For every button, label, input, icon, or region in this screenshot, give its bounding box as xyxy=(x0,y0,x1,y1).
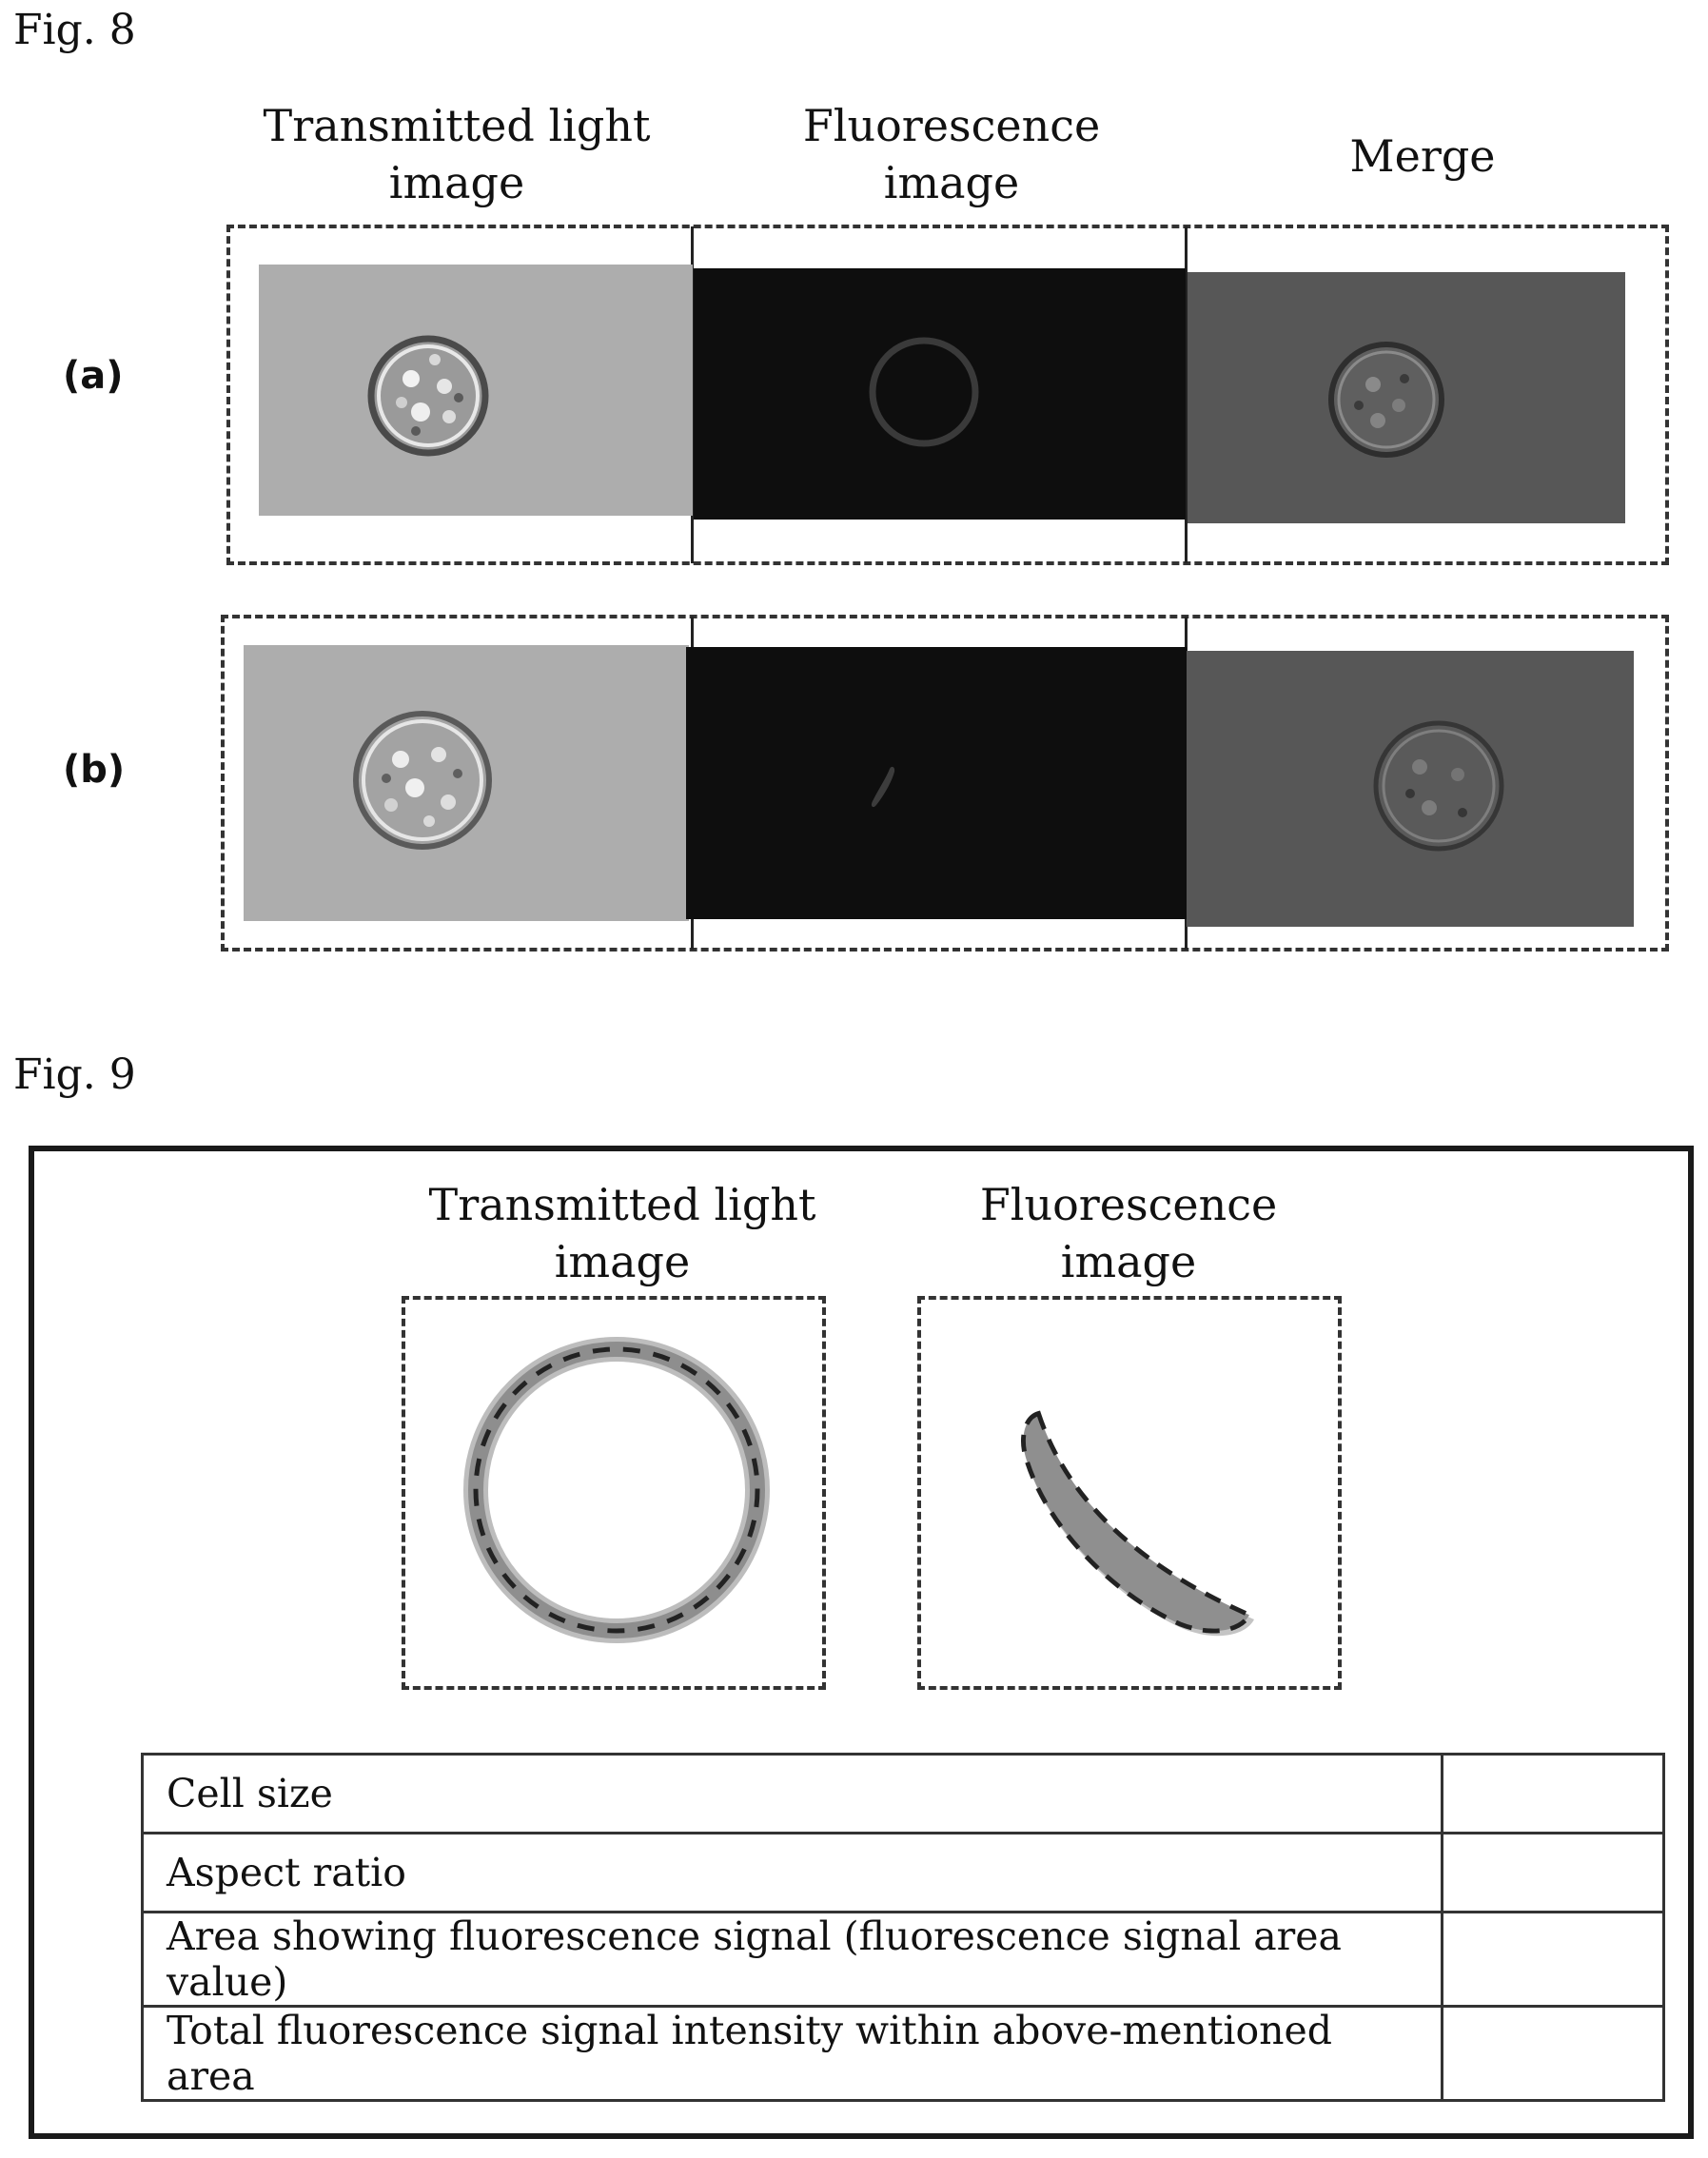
cell-outline-icon xyxy=(402,1296,826,1690)
table-row: Total fluorescence signal intensity with… xyxy=(143,2007,1664,2101)
header-line1: Transmitted light xyxy=(384,1176,860,1233)
cell-icon xyxy=(244,645,689,921)
table-cell-value xyxy=(1443,1755,1664,1834)
fig9-label: Fig. 9 xyxy=(13,1050,136,1099)
fig8-header-fluorescence: Fluorescence image xyxy=(714,97,1189,211)
fig8-label: Fig. 8 xyxy=(13,6,136,54)
fluorescence-speck-icon xyxy=(686,647,1187,919)
table-cell-label: Area showing fluorescence signal (fluore… xyxy=(143,1913,1443,2007)
table-cell-label: Total fluorescence signal intensity with… xyxy=(143,2007,1443,2101)
header-line2: image xyxy=(219,154,695,211)
header-line1: Fluorescence xyxy=(891,1176,1366,1233)
table-cell-value xyxy=(1443,1913,1664,2007)
header-line1: Fluorescence xyxy=(714,97,1189,154)
merged-cell-icon xyxy=(1187,651,1634,927)
merge-image-a xyxy=(1188,272,1625,523)
fig9-header-transmitted: Transmitted light image xyxy=(384,1176,860,1290)
fig8-header-merge: Merge xyxy=(1185,128,1660,185)
cell-icon xyxy=(259,265,693,516)
table-row: Aspect ratio xyxy=(143,1834,1664,1913)
header-line1: Transmitted light xyxy=(219,97,695,154)
table-row: Cell size xyxy=(143,1755,1664,1834)
merge-image-b xyxy=(1187,651,1634,927)
table-cell-value xyxy=(1443,2007,1664,2101)
transmitted-image-b xyxy=(244,645,689,921)
table-row: Area showing fluorescence signal (fluore… xyxy=(143,1913,1664,2007)
fig9-header-fluorescence: Fluorescence image xyxy=(891,1176,1366,1290)
table-cell-label: Aspect ratio xyxy=(143,1834,1443,1913)
table-cell-label: Cell size xyxy=(143,1755,1443,1834)
fluorescence-image-a xyxy=(694,268,1186,520)
membrane-ring-icon xyxy=(694,268,1186,520)
transmitted-schematic-panel xyxy=(402,1296,826,1690)
measurement-table: Cell size Aspect ratio Area showing fluo… xyxy=(141,1753,1665,2102)
row-label-a: (a) xyxy=(63,354,124,398)
header-line2: image xyxy=(384,1233,860,1290)
header-line2: image xyxy=(714,154,1189,211)
header-line2: image xyxy=(891,1233,1366,1290)
fluorescence-crescent-icon xyxy=(917,1296,1342,1690)
table-cell-value xyxy=(1443,1834,1664,1913)
fluorescence-schematic-panel xyxy=(917,1296,1342,1690)
merged-cell-icon xyxy=(1188,272,1625,523)
fluorescence-image-b xyxy=(686,647,1187,919)
transmitted-image-a xyxy=(259,265,693,516)
row-label-b: (b) xyxy=(63,748,125,792)
fig8-header-transmitted: Transmitted light image xyxy=(219,97,695,211)
header-line1: Merge xyxy=(1185,128,1660,185)
